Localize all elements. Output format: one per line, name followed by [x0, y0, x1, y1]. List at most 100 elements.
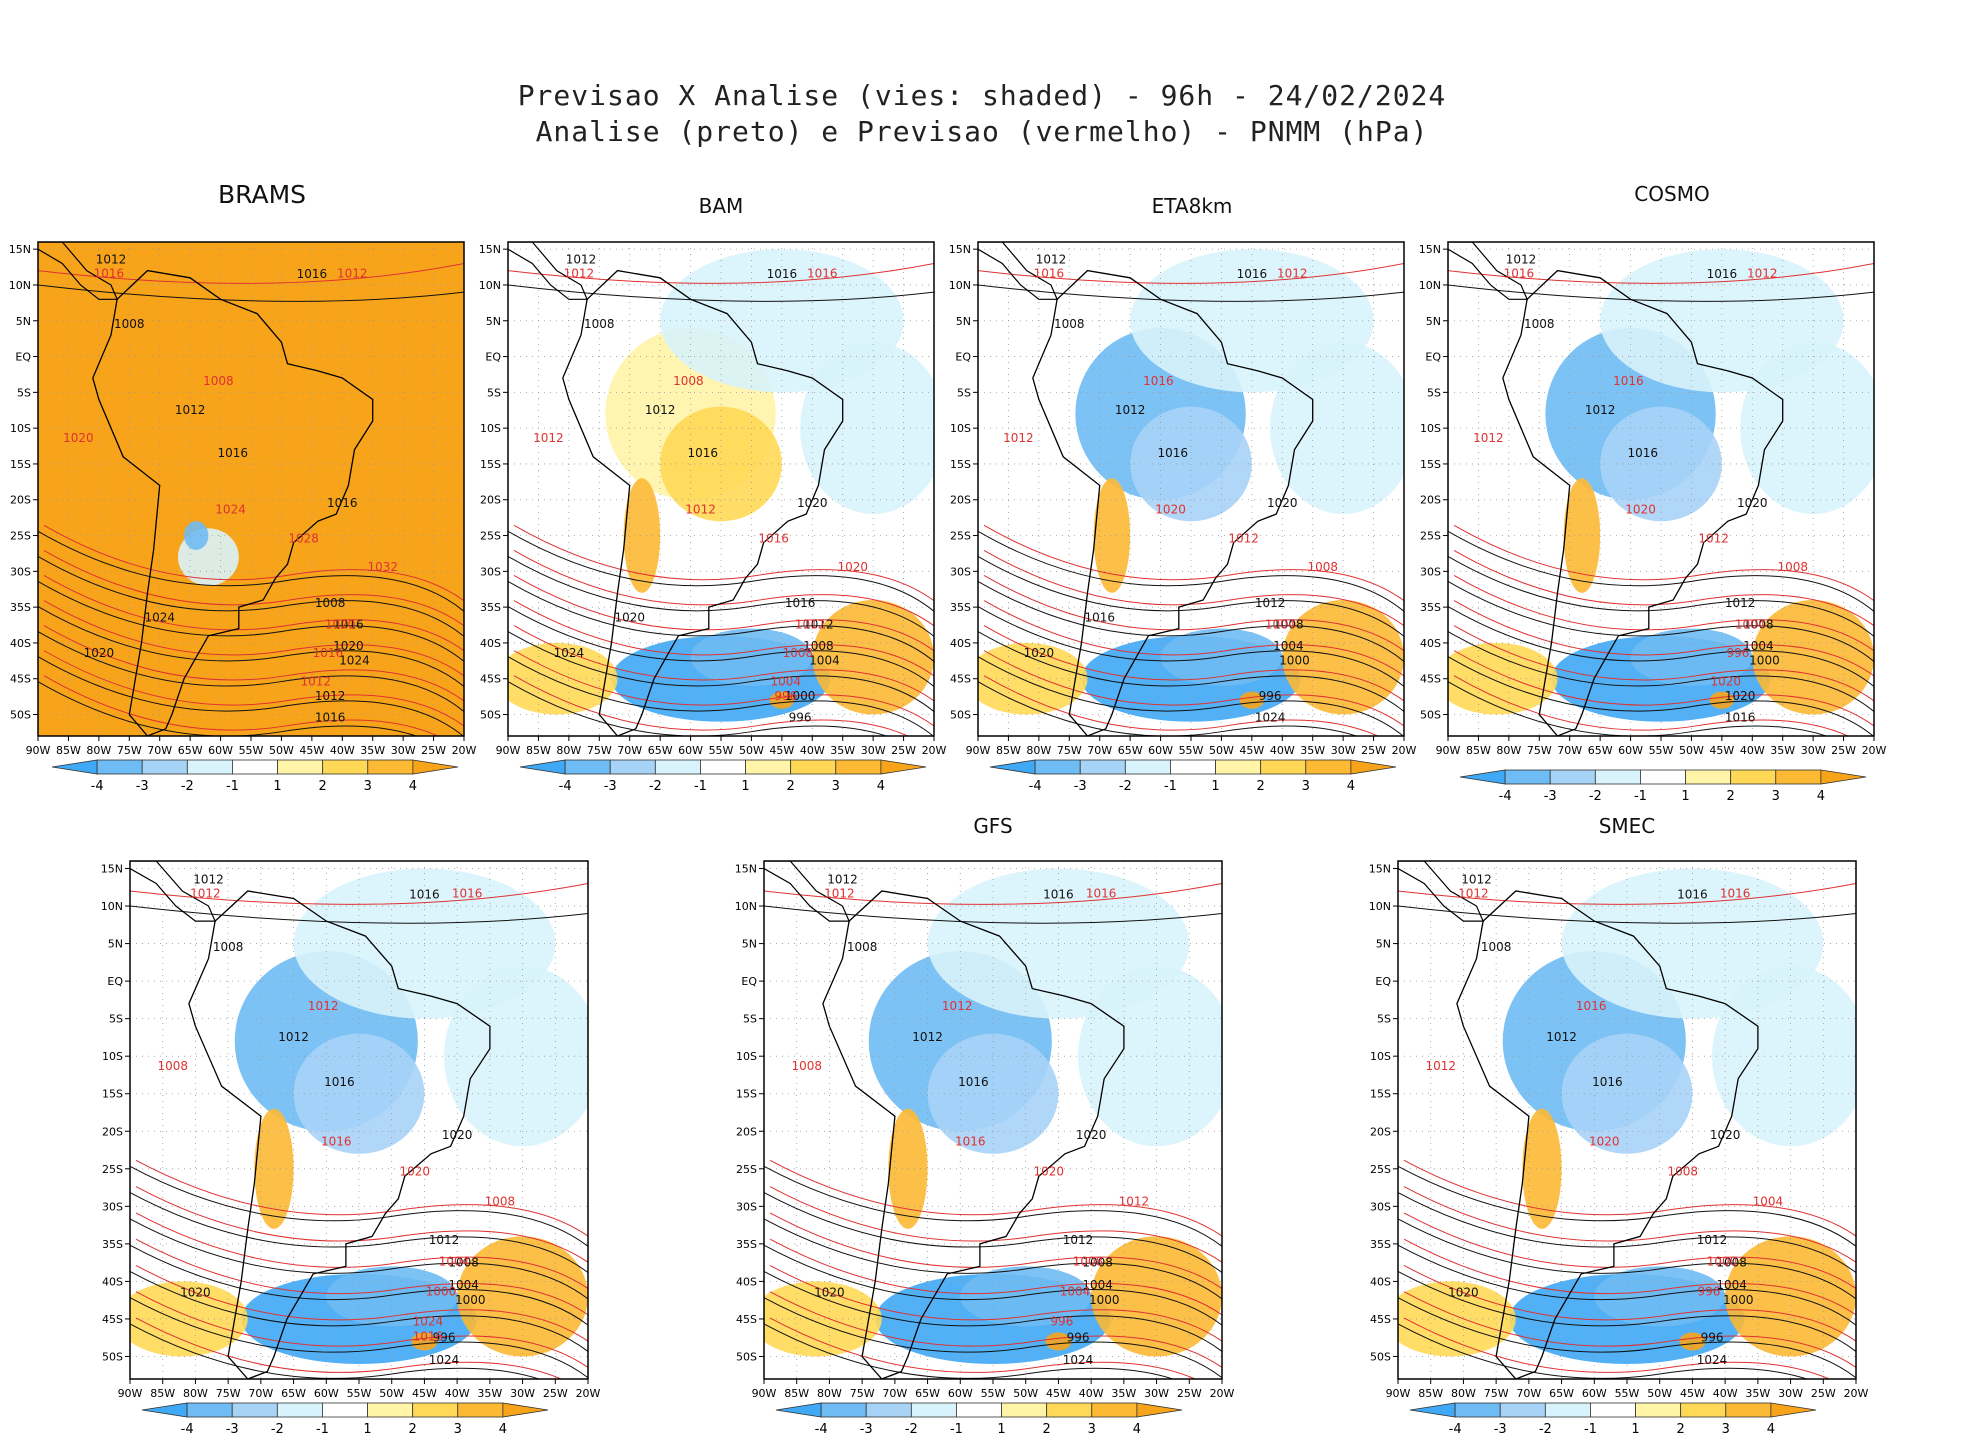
- analysis-isobar: [38, 631, 464, 712]
- lat-label: 40S: [950, 637, 971, 650]
- analysis-contour-label: 1008: [1082, 1255, 1113, 1269]
- panel-title-6: GFS: [973, 814, 1013, 838]
- lon-label: 80W: [1026, 744, 1051, 757]
- lat-label: 5N: [956, 315, 971, 328]
- south-america-coastline: [1456, 890, 1759, 1379]
- colorbar-label: 4: [499, 1422, 507, 1437]
- forecast-isobar: [135, 1291, 588, 1369]
- forecast-isobar: [513, 524, 934, 602]
- lat-label: 10S: [1420, 422, 1441, 435]
- lon-label: 70W: [1516, 1387, 1541, 1400]
- forecast-contour-label: 1000: [426, 1284, 457, 1298]
- south-america-coastline: [1502, 269, 1784, 736]
- lat-label: EQ: [1375, 975, 1391, 988]
- panel-title-4: COSMO: [1634, 182, 1710, 206]
- lon-label: 25W: [421, 744, 446, 757]
- bias-shading: [1078, 966, 1222, 1147]
- colorbar-label: -3: [1544, 789, 1557, 804]
- lat-label: 5S: [17, 386, 31, 399]
- colorbar-label: -3: [1074, 779, 1087, 794]
- lat-label: 50S: [1420, 709, 1441, 722]
- analysis-contour-label: 1016: [785, 596, 816, 610]
- analysis-isobar: [38, 681, 418, 736]
- central-america-coastline: [978, 242, 1059, 300]
- analysis-isobar: [764, 905, 1222, 924]
- colorbar-4: -4 -3 -2 -1 1 2 3 4: [1459, 769, 1867, 804]
- analysis-contour-label: 996: [1067, 1330, 1090, 1344]
- central-america-coastline: [1448, 242, 1529, 300]
- lat-label: 30S: [950, 565, 971, 578]
- lat-label: 25S: [480, 530, 501, 543]
- analysis-isobar: [1398, 1244, 1856, 1326]
- forecast-contour-label: 1008: [791, 1059, 822, 1073]
- lon-label: 50W: [1209, 744, 1234, 757]
- colorbar-segment: [277, 759, 324, 775]
- analysis-isobar: [764, 1270, 1222, 1352]
- colorbar-segment: [1409, 1402, 1456, 1418]
- colorbar-3: -4 -3 -2 -1 1 2 3 4: [989, 759, 1397, 794]
- forecast-contour-label: 1012: [1698, 531, 1729, 545]
- forecast-contour-label: 1012: [308, 999, 339, 1013]
- colorbar-segment: [1170, 759, 1216, 775]
- colorbar-label: -1: [226, 779, 239, 794]
- lat-label: EQ: [741, 975, 757, 988]
- colorbar-label: 1: [741, 779, 749, 794]
- forecast-isobar: [769, 1264, 1222, 1342]
- lon-label: 35W: [360, 744, 385, 757]
- lon-label: 55W: [1649, 744, 1674, 757]
- forecast-contour-label: 1028: [288, 531, 319, 545]
- analysis-contour-label: 1020: [442, 1128, 473, 1142]
- bias-shading: [1630, 628, 1753, 686]
- map-panel-3: 1012101610081012101610201012100810041000…: [949, 241, 1417, 757]
- colorbar-label: 2: [409, 1422, 417, 1437]
- colorbar-segment: [141, 1402, 188, 1418]
- lat-label: 15S: [480, 458, 501, 471]
- analysis-contour-label: 1012: [803, 618, 834, 632]
- colorbar-segment: [1544, 1402, 1591, 1418]
- lon-label: 30W: [510, 1387, 535, 1400]
- lat-label: 10N: [479, 279, 501, 292]
- forecast-contour-label: 1008: [1777, 560, 1808, 574]
- lat-label: 5S: [487, 386, 501, 399]
- lon-label: 50W: [1013, 1387, 1038, 1400]
- colorbar-label: -1: [316, 1422, 329, 1437]
- lon-label: 80W: [183, 1387, 208, 1400]
- map-panel-1: 1012101610081012101610161008101610201024…: [9, 241, 477, 757]
- lon-label: 75W: [1484, 1387, 1509, 1400]
- forecast-isobar: [135, 1317, 563, 1379]
- bias-shading: [1239, 691, 1265, 709]
- lat-label: 15N: [9, 243, 31, 256]
- lon-label: 35W: [830, 744, 855, 757]
- analysis-contour-label: 1012: [1461, 873, 1492, 887]
- colorbar-label: 4: [1767, 1422, 1775, 1437]
- lon-label: 65W: [915, 1387, 940, 1400]
- forecast-isobar: [1453, 675, 1849, 736]
- forecast-isobar: [43, 675, 439, 736]
- colorbar-label: 3: [1088, 1422, 1096, 1437]
- analysis-contour-label: 1012: [1546, 1030, 1577, 1044]
- analysis-contour-label: 1012: [1255, 596, 1286, 610]
- analysis-contour-label: 1008: [315, 596, 346, 610]
- lat-label: EQ: [1425, 351, 1441, 364]
- forecast-isobar: [1403, 1186, 1856, 1263]
- analysis-contour-label: 1000: [1089, 1293, 1120, 1307]
- lat-label: 25S: [950, 530, 971, 543]
- analysis-contour-label: 1020: [814, 1285, 845, 1299]
- analysis-contour-label: 1004: [1716, 1278, 1747, 1292]
- analysis-contour-label: 1024: [1697, 1353, 1728, 1367]
- lon-label: 60W: [678, 744, 703, 757]
- analysis-contour-label: 996: [433, 1330, 456, 1344]
- analysis-isobar: [764, 1244, 1222, 1326]
- analysis-isobar: [764, 1218, 1222, 1300]
- lon-label: 50W: [1647, 1387, 1672, 1400]
- analysis-isobar: [1448, 530, 1874, 612]
- lon-label: 40W: [800, 744, 825, 757]
- forecast-isobar: [1403, 1317, 1831, 1379]
- analysis-isobar: [1448, 656, 1874, 736]
- analysis-contour-label: 1016: [1157, 446, 1188, 460]
- forecast-isobar: [983, 600, 1404, 677]
- analysis-contour-label: 1008: [584, 317, 615, 331]
- analysis-isobar: [1448, 284, 1874, 302]
- analysis-isobar: [130, 1270, 588, 1352]
- lat-label: 25S: [736, 1163, 757, 1176]
